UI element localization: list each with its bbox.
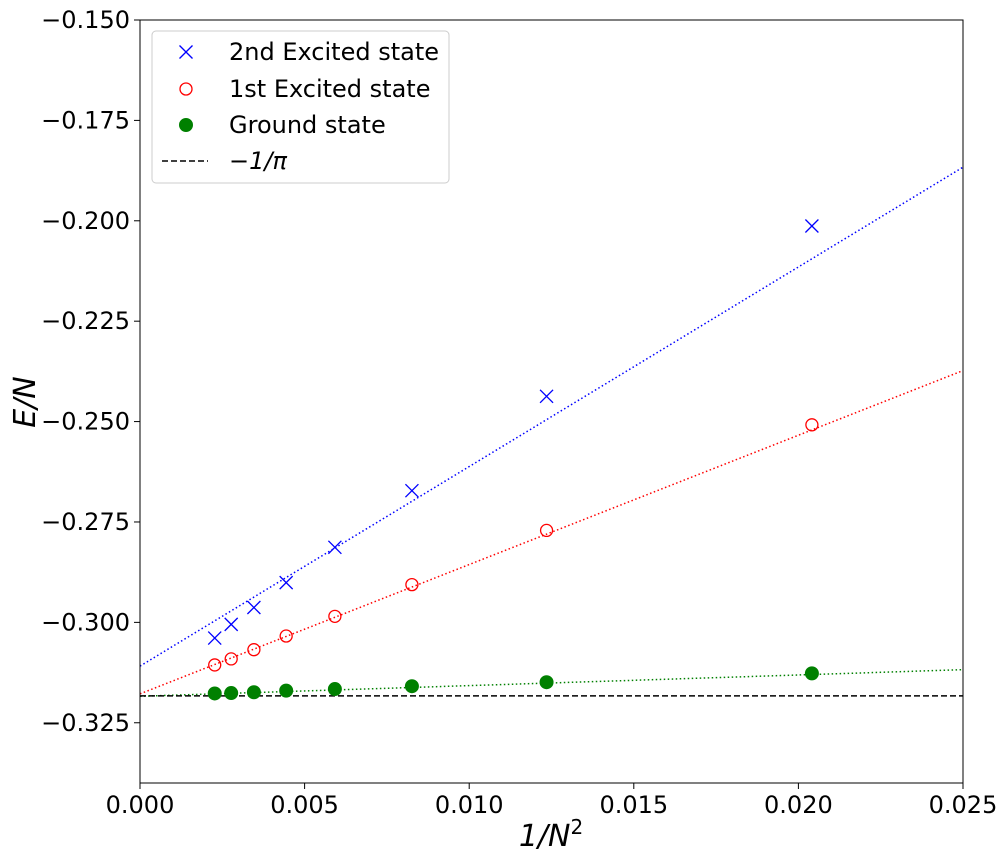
legend-label-series-2: 1st Excited state	[229, 75, 430, 103]
legend-marker-series-2	[179, 82, 193, 96]
y-tick-label: −0.275	[41, 508, 130, 536]
data-point-series-2	[224, 652, 238, 666]
data-point-series-1	[207, 631, 222, 645]
data-point-series-3	[279, 683, 294, 698]
legend-marker-series-3	[179, 118, 193, 132]
data-point-series-1	[539, 389, 554, 404]
data-point-series-1	[804, 219, 819, 233]
axis-ticks: 0.000 0.005 0.010 0.015 0.020 0.025 −0.150 −0.1…	[41, 6, 997, 819]
x-tick-label: 0.020	[764, 791, 833, 819]
fit-line-series-3	[139, 668, 964, 698]
data-point-series-1	[327, 540, 342, 555]
data-point-series-3	[804, 666, 819, 681]
x-tick-label: 0.025	[929, 791, 998, 819]
data-point-series-2	[405, 577, 419, 592]
data-point-series-2	[539, 523, 554, 538]
data-point-series-1	[404, 483, 419, 498]
data-point-series-3	[539, 675, 554, 690]
y-axis-label: E/N	[8, 376, 43, 428]
data-markers	[207, 219, 819, 701]
legend-label-series-3: Ground state	[229, 111, 386, 139]
fit-lines	[139, 166, 964, 698]
y-tick-label: −0.325	[41, 709, 130, 737]
data-point-series-3	[404, 679, 419, 694]
plot-area-frame	[139, 19, 964, 784]
legend-label-reference: −1/π	[229, 147, 287, 175]
data-point-series-3	[246, 685, 261, 700]
data-point-series-3	[207, 686, 222, 701]
x-tick-label: 0.000	[106, 791, 175, 819]
data-point-series-2	[247, 643, 261, 657]
data-point-series-2	[805, 418, 819, 432]
y-tick-label: −0.200	[41, 207, 130, 235]
data-point-series-1	[224, 617, 239, 632]
data-point-series-2	[208, 658, 222, 672]
data-point-series-3	[224, 686, 239, 701]
legend-marker-series-1	[179, 45, 193, 59]
fit-line-series-2	[139, 369, 964, 695]
data-point-series-2	[279, 629, 293, 643]
y-tick-label: −0.250	[41, 408, 130, 436]
data-point-series-1	[279, 575, 294, 590]
legend: 2nd Excited state 1st Excited state Ground…	[151, 30, 450, 184]
legend-label-series-1: 2nd Excited state	[229, 38, 439, 66]
legend-box	[151, 30, 450, 184]
y-tick-label: −0.150	[41, 6, 130, 34]
x-tick-label: 0.010	[435, 791, 504, 819]
y-tick-label: −0.175	[41, 106, 130, 134]
data-point-series-3	[327, 682, 342, 697]
data-point-series-1	[246, 600, 261, 615]
fit-line-series-1	[139, 166, 964, 667]
x-tick-label: 0.015	[599, 791, 668, 819]
x-tick-label: 0.005	[270, 791, 339, 819]
y-tick-label: −0.225	[41, 307, 130, 335]
data-point-series-2	[328, 609, 342, 623]
y-tick-label: −0.300	[41, 608, 130, 636]
